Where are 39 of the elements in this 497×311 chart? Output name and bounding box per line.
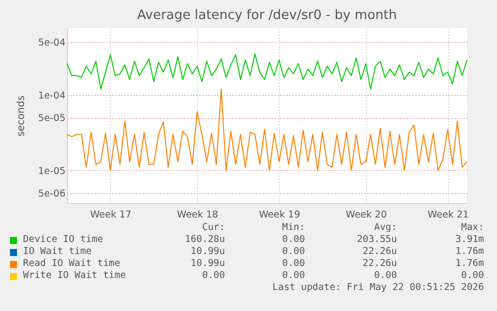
x-tick-label: Week 21 (428, 210, 469, 220)
text: 22.26u (362, 258, 397, 270)
text: 0.00 (201, 270, 225, 282)
line-series (66, 53, 468, 90)
text: 0.00 (460, 270, 484, 282)
text: Max: (460, 222, 484, 234)
y-axis-title: seconds (16, 96, 28, 136)
text: Avg: (373, 222, 397, 234)
y-tick-label: 5e-05 (38, 113, 66, 124)
text: 1.76m (454, 246, 484, 258)
text: 203.55u (356, 234, 397, 246)
text: Last update: Fri May 22 00:51:25 2026 (272, 282, 484, 293)
x-tick-label: Week 20 (346, 210, 387, 220)
text: 3.91m (454, 234, 484, 246)
legend-label: Read IO Wait time (23, 258, 120, 270)
chart-title: Average latency for /dev/sr0 - by month (137, 8, 397, 23)
text: 10.99u (190, 246, 225, 258)
text: 1.76m (454, 258, 484, 270)
text: 0.00 (281, 270, 305, 282)
text: 0.00 (373, 270, 397, 282)
line-series (66, 88, 468, 171)
legend-label: IO Wait time (23, 246, 92, 258)
x-tick-label: Week 18 (177, 210, 218, 220)
x-tick-label: Week 19 (258, 210, 300, 220)
legend-label: Write IO Wait time (23, 270, 126, 282)
x-tick-label: Week 17 (90, 210, 132, 220)
text: 0.00 (281, 258, 305, 270)
text: 160.28u (184, 234, 225, 246)
text: 0.00 (281, 234, 305, 246)
y-tick-label: 5e-06 (38, 188, 66, 200)
y-tick-label: 5e-04 (38, 38, 66, 49)
y-tick-label: 1e-05 (38, 166, 66, 177)
text: 22.26u (362, 246, 397, 258)
text: 0.00 (281, 246, 305, 258)
text: Min: (281, 222, 305, 234)
y-tick-label: 1e-04 (38, 90, 66, 102)
text: 10.99u (190, 258, 225, 270)
legend-label: Device IO time (23, 234, 104, 246)
text: Cur: (201, 222, 225, 234)
